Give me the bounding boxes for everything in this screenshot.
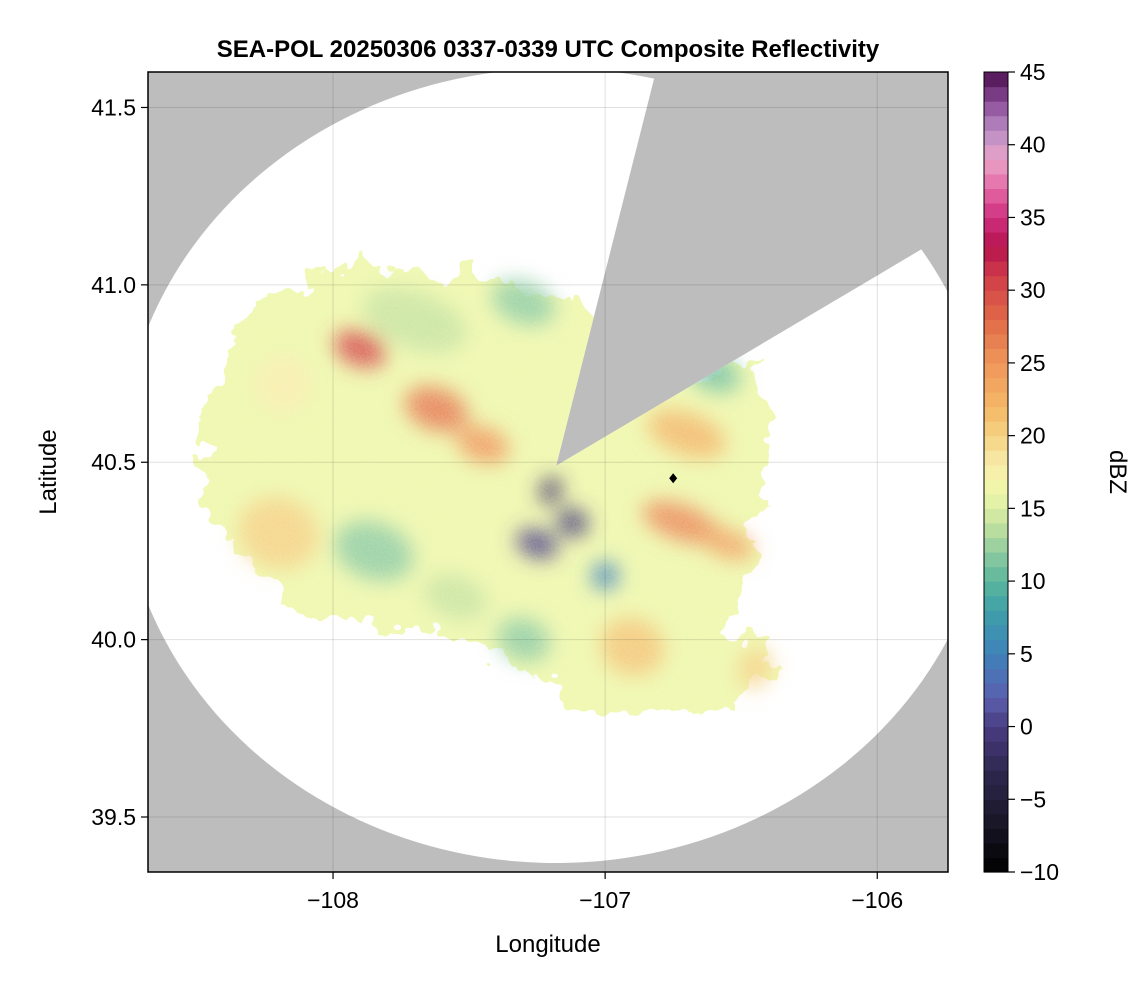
y-tick-label-1: 40.0 [91,627,136,653]
x-tick-label-1: −107 [579,887,631,913]
colorbar-bin-44 [984,72,1008,88]
colorbar-bin-32 [984,246,1008,262]
y-tick-label-0: 39.5 [91,804,136,830]
colorbar-bin-11 [984,552,1008,568]
y-tick-label-4: 41.5 [91,94,136,120]
colorbar-bin-3 [984,668,1008,684]
colorbar-bin-31 [984,261,1008,277]
colorbar-bin-5 [984,639,1008,655]
x-axis: −108 −107 −106 [307,872,903,913]
colorbar-bin-15 [984,493,1008,509]
colorbar-bin-29 [984,290,1008,306]
plot-area [148,72,948,872]
colorbar-tick-label-10: 40 [1020,132,1046,158]
colorbar-bin-38 [984,159,1008,175]
colorbar-bin-43 [984,86,1008,102]
colorbar-bin-19 [984,435,1008,451]
colorbar-bin-35 [984,202,1008,219]
colorbar-bin--5 [984,784,1008,800]
location-marker [669,473,678,484]
colorbar-bin-33 [984,232,1008,248]
y-axis-label: Latitude [35,429,62,514]
colorbar-bin-20 [984,421,1008,437]
colorbar-bin-14 [984,508,1008,524]
x-axis-label: Longitude [495,931,600,958]
colorbar-frame [983,71,1009,873]
y-tick-label-2: 40.5 [91,449,136,475]
colorbar: −10 −5 0 5 10 15 20 25 30 35 40 45 [983,59,1059,885]
y-axis: 39.5 40.0 40.5 41.0 41.5 [91,94,148,830]
colorbar-bin-0 [984,712,1008,728]
colorbar-bin-13 [984,522,1008,539]
colorbar-bin-27 [984,319,1008,335]
colorbar-bin-12 [984,537,1008,553]
colorbar-bin-22 [984,392,1008,408]
colorbar-bin-40 [984,130,1008,146]
colorbar-bin--8 [984,828,1008,844]
grid-lines [148,72,948,872]
colorbar-bin--4 [984,770,1008,786]
colorbar-tick-label-0: −10 [1020,859,1059,885]
colorbar-bin-30 [984,275,1008,291]
colorbar-bin-17 [984,464,1008,480]
colorbar-bin-16 [984,479,1008,495]
colorbar-bin--2 [984,741,1008,757]
chart-title: SEA-POL 20250306 0337-0339 UTC Composite… [217,36,880,63]
colorbar-bin-42 [984,101,1008,117]
colorbar-bin--3 [984,755,1008,771]
colorbar-bin-25 [984,348,1008,364]
colorbar-tick-label-11: 45 [1020,59,1046,85]
x-tick-label-2: −106 [851,887,903,913]
y-tick-label-3: 41.0 [91,272,136,298]
colorbar-tick-label-3: 5 [1020,641,1033,667]
x-tick-label-0: −108 [307,887,359,913]
colorbar-bin-4 [984,653,1008,669]
colorbar-bin--6 [984,799,1008,815]
colorbar-bin-9 [984,581,1008,597]
colorbar-bin-37 [984,173,1008,189]
colorbar-tick-label-4: 10 [1020,568,1046,594]
colorbar-bin--10 [984,857,1008,873]
colorbar-tick-label-2: 0 [1020,714,1033,740]
colorbar-bin-18 [984,450,1008,466]
colorbar-label: dBZ [1104,450,1131,494]
colorbar-bin-34 [984,217,1008,233]
colorbar-bin-23 [984,377,1008,393]
plot-frame [147,71,949,873]
colorbar-bin-41 [984,115,1008,131]
colorbar-bin-2 [984,682,1008,699]
colorbar-bin-7 [984,610,1008,626]
colorbar-tick-label-9: 35 [1020,204,1046,230]
colorbar-bin-39 [984,144,1008,160]
colorbar-tick-label-6: 20 [1020,423,1046,449]
colorbar-bin-6 [984,624,1008,640]
colorbar-bin-21 [984,406,1008,422]
colorbar-bin--1 [984,726,1008,742]
colorbar-tick-label-7: 25 [1020,350,1046,376]
colorbar-tick-label-5: 15 [1020,495,1046,521]
colorbar-bin-10 [984,566,1008,582]
colorbar-bin-8 [984,595,1008,611]
colorbar-bin--7 [984,813,1008,829]
colorbar-bin-1 [984,697,1008,713]
colorbar-bin-36 [984,188,1008,204]
colorbar-tick-label-8: 30 [1020,277,1046,303]
colorbar-tick-label-1: −5 [1020,786,1046,812]
colorbar-bin-28 [984,304,1008,320]
colorbar-bin--9 [984,842,1008,859]
colorbar-bin-26 [984,333,1008,349]
colorbar-bin-24 [984,362,1008,379]
